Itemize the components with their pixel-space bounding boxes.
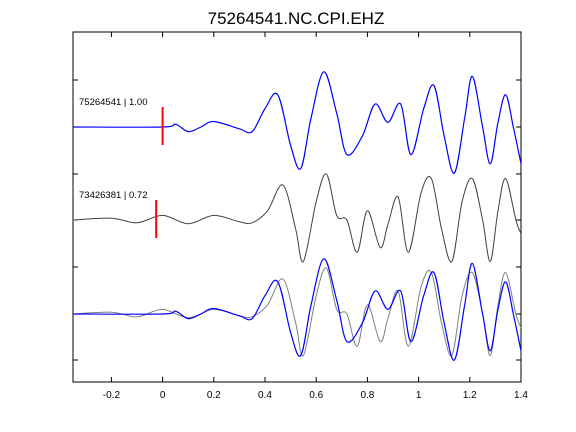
x-tick-label: 0.6	[309, 390, 323, 401]
overlay-template-waveform	[72, 258, 522, 361]
y-tick-marks	[73, 79, 521, 361]
x-tick-label: -0.2	[103, 390, 121, 401]
template-waveform	[72, 71, 522, 174]
x-tick-label: 1.2	[463, 390, 477, 401]
plot-frame	[72, 31, 522, 383]
trace-label: 75264541 | 1.00	[79, 97, 148, 108]
x-tick-label: 0.8	[360, 390, 374, 401]
overlay-candidate-waveform	[72, 267, 522, 357]
x-axis: -0.2 0 0.2 0.4 0.6 0.8 1 1.2 1.4	[103, 32, 528, 401]
traces-layer	[72, 71, 522, 361]
x-tick-label: 0.2	[207, 390, 221, 401]
trace-label: 73426381 | 0.72	[79, 190, 148, 201]
x-tick-label: 0	[160, 390, 166, 401]
candidate-waveform	[72, 173, 522, 263]
x-tick-label: 1.4	[514, 390, 528, 401]
chart-title: 75264541.NC.CPI.EHZ	[208, 9, 385, 28]
trace-labels: 75264541 | 1.00 73426381 | 0.72	[79, 97, 148, 201]
x-tick-label: 1	[416, 390, 422, 401]
x-tick-label: 0.4	[258, 390, 272, 401]
